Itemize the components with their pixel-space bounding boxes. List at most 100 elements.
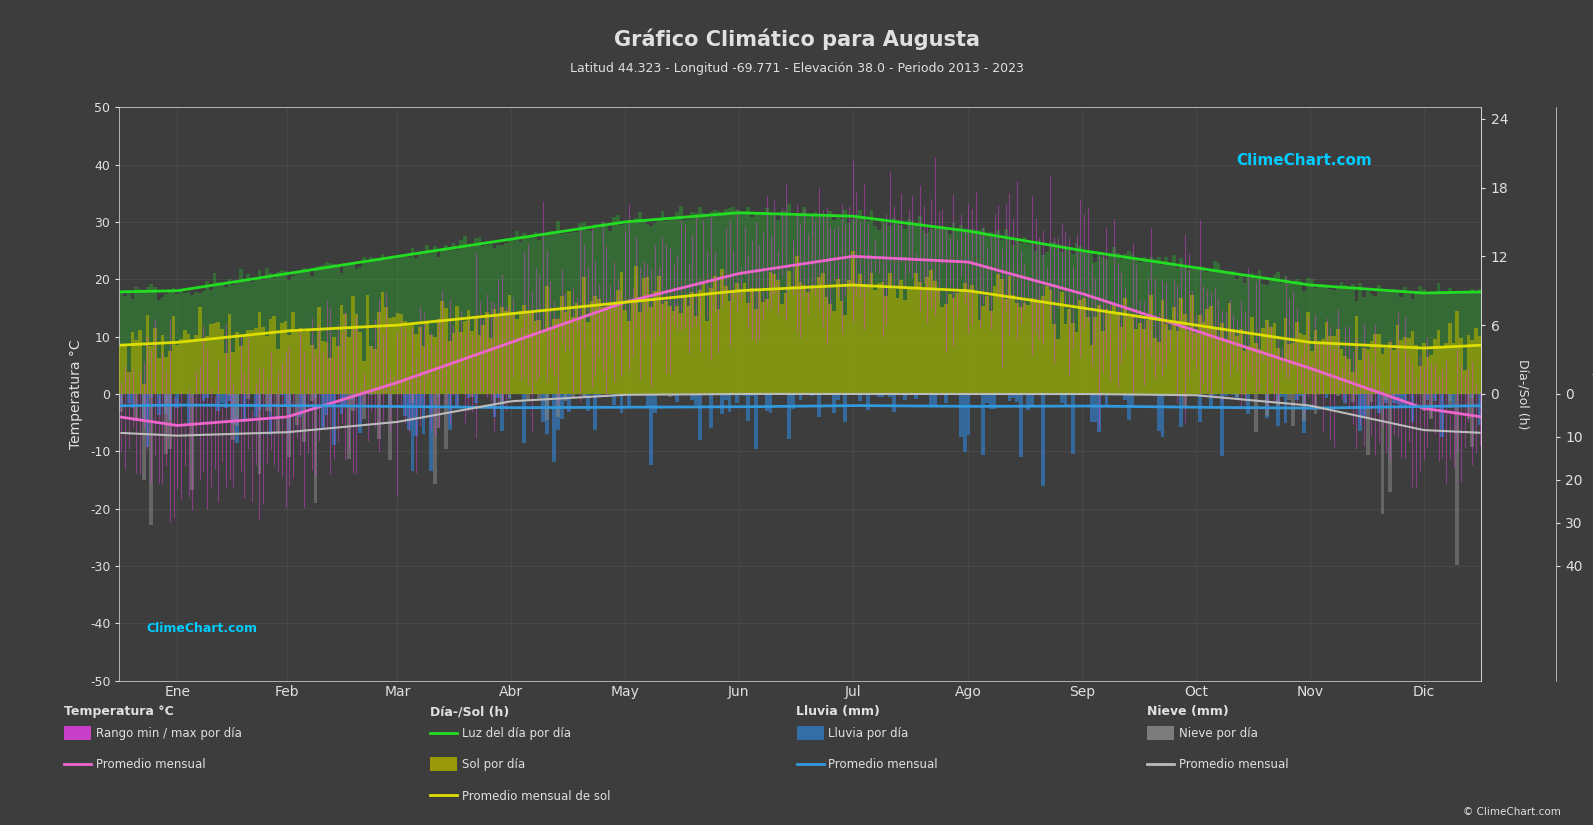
Bar <box>1381 394 1384 514</box>
Bar <box>1235 394 1239 399</box>
Bar <box>981 394 984 455</box>
Bar <box>895 298 900 394</box>
Bar <box>926 277 929 394</box>
Text: Lluvia por día: Lluvia por día <box>828 727 908 740</box>
Bar <box>526 311 530 394</box>
Bar <box>781 210 784 394</box>
Bar <box>820 273 825 394</box>
Bar <box>1078 246 1082 394</box>
Bar <box>444 394 448 449</box>
Bar <box>1303 394 1306 433</box>
Bar <box>403 254 406 394</box>
Bar <box>1064 394 1067 406</box>
Bar <box>1265 319 1268 394</box>
Bar <box>475 238 478 394</box>
Bar <box>1104 259 1109 394</box>
Bar <box>261 328 264 394</box>
Bar <box>306 270 309 394</box>
Bar <box>537 320 542 394</box>
Bar <box>440 248 444 394</box>
Bar <box>175 345 178 394</box>
Bar <box>1392 394 1395 403</box>
Bar <box>287 280 292 394</box>
Bar <box>612 305 616 394</box>
Bar <box>1403 287 1407 394</box>
Bar <box>231 394 236 424</box>
Bar <box>156 357 161 394</box>
Bar <box>381 254 384 394</box>
Bar <box>903 300 906 394</box>
Bar <box>481 325 486 394</box>
Bar <box>123 344 127 394</box>
Bar <box>900 225 903 394</box>
Bar <box>411 394 414 471</box>
Bar <box>873 226 878 394</box>
Bar <box>150 394 153 525</box>
Bar <box>142 384 145 394</box>
Bar <box>1399 297 1403 394</box>
Bar <box>131 299 134 394</box>
Bar <box>753 309 758 394</box>
Bar <box>492 394 497 417</box>
Bar <box>989 232 992 394</box>
Bar <box>787 271 792 394</box>
Bar <box>228 314 231 394</box>
Bar <box>309 394 314 401</box>
Bar <box>675 394 679 403</box>
Bar <box>1448 394 1451 408</box>
Bar <box>828 210 832 394</box>
Bar <box>717 210 720 394</box>
Bar <box>1243 394 1246 395</box>
Bar <box>1231 271 1235 394</box>
Bar <box>878 229 881 394</box>
Bar <box>803 208 806 394</box>
Bar <box>922 289 926 394</box>
Y-axis label: Día-/Sol (h): Día-/Sol (h) <box>1517 359 1529 429</box>
Bar <box>1112 304 1115 394</box>
Bar <box>1478 336 1481 394</box>
Bar <box>959 394 962 437</box>
Bar <box>1093 262 1098 394</box>
Bar <box>1008 238 1012 394</box>
Bar <box>1023 237 1026 394</box>
Bar <box>809 285 814 394</box>
Bar <box>1161 299 1164 394</box>
Bar <box>695 317 698 394</box>
Bar <box>806 215 809 394</box>
Bar <box>929 229 933 394</box>
Bar <box>178 339 183 394</box>
Bar <box>1351 371 1354 394</box>
Bar <box>1273 323 1276 394</box>
Bar <box>1231 394 1235 395</box>
Bar <box>1388 291 1392 394</box>
Bar <box>1265 394 1268 416</box>
Bar <box>403 320 406 394</box>
Bar <box>1426 357 1429 394</box>
Bar <box>1223 394 1228 395</box>
Bar <box>414 333 417 394</box>
Bar <box>317 266 320 394</box>
Bar <box>1059 252 1064 394</box>
Bar <box>470 394 475 397</box>
Bar <box>892 219 895 394</box>
Bar <box>209 324 213 394</box>
Bar <box>395 314 400 394</box>
Bar <box>127 372 131 394</box>
Bar <box>1153 337 1157 394</box>
Bar <box>1008 276 1012 394</box>
Bar <box>1206 272 1209 394</box>
Bar <box>1298 280 1303 394</box>
Bar <box>164 294 167 394</box>
Bar <box>451 243 456 394</box>
Bar <box>191 394 194 490</box>
Bar <box>1109 256 1112 394</box>
Bar <box>1126 394 1131 420</box>
Bar <box>523 394 526 443</box>
Bar <box>276 349 280 394</box>
Bar <box>220 329 225 394</box>
Bar <box>272 316 276 394</box>
Bar <box>1042 394 1045 486</box>
Bar <box>679 314 683 394</box>
Bar <box>854 285 859 394</box>
Bar <box>1112 248 1115 394</box>
